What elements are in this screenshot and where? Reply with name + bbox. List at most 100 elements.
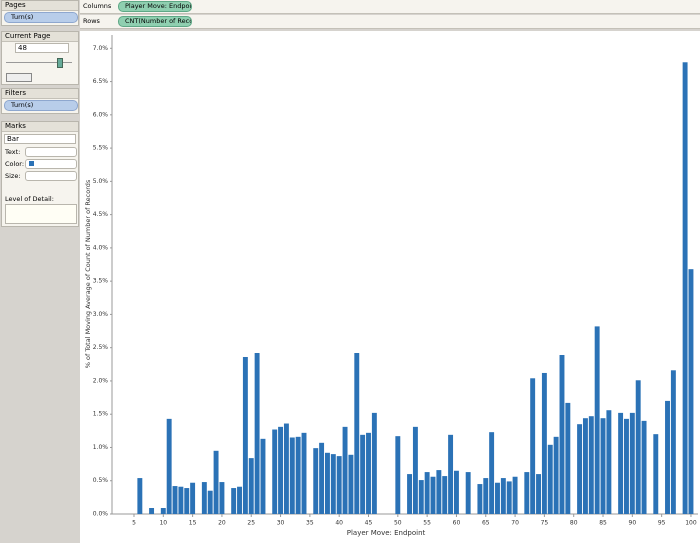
detail-box[interactable] [5,204,77,224]
y-tick-label: 3.0% [93,311,109,318]
text-box[interactable] [25,147,77,157]
bar [418,480,424,514]
bar [448,434,454,514]
slider-thumb[interactable] [57,58,63,68]
bar [301,432,307,514]
bar [166,418,172,514]
bar [688,269,694,514]
bar [330,454,336,514]
x-tick-label: 45 [365,520,373,527]
x-tick-label: 50 [394,520,402,527]
x-tick-label: 25 [247,520,255,527]
bar [137,478,143,514]
bar [207,490,213,514]
x-tick-label: 60 [453,520,461,527]
bar [495,482,500,514]
bar [254,353,260,514]
card-title: Current Page [2,32,78,42]
y-tick-label: 5.0% [93,178,109,185]
x-tick-label: 75 [541,520,549,527]
mark-label: Color: [5,160,25,168]
bar [313,448,319,514]
filter-pill[interactable]: Turn(s) [4,100,78,111]
bar [430,476,436,514]
marks-card: Marks Bar Text: Color: Size: Level of De… [1,121,79,227]
y-axis-title: % of Total Moving Average of Count of Nu… [84,179,92,368]
bar [325,452,330,514]
bar [483,478,489,514]
y-tick-label: 4.0% [93,244,109,251]
x-tick-label: 100 [685,520,697,527]
bar [559,354,565,514]
bar [442,476,448,514]
bar [178,486,184,514]
bar [149,508,155,514]
x-tick-label: 55 [423,520,431,527]
color-swatch [29,161,34,166]
bar [670,370,676,514]
size-box[interactable] [25,171,77,181]
bar [594,326,600,514]
y-tick-label: 6.0% [93,111,109,118]
page-slider [6,62,72,63]
mark-type[interactable]: Bar [4,134,76,144]
bar [553,436,559,514]
x-tick-label: 70 [511,520,519,527]
x-tick-label: 40 [335,520,343,527]
play-controls[interactable] [6,73,32,82]
pages-pill[interactable]: Turn(s) [4,12,78,23]
bar [665,400,670,514]
x-tick-label: 30 [277,520,285,527]
x-tick-label: 15 [189,520,197,527]
y-tick-label: 1.0% [93,444,109,451]
x-tick-label: 5 [132,520,136,527]
bar [565,402,571,514]
x-tick-label: 80 [570,520,578,527]
bar [618,412,624,514]
shelf-label: Rows [83,17,100,25]
bar [289,437,295,514]
bar [412,426,418,514]
pages-card: Pages Turn(s) [1,0,79,26]
bar [424,472,430,514]
current-page-card: Current Page 48 [1,31,79,85]
page-select[interactable]: 48 [15,43,69,53]
bar [635,380,641,514]
x-tick-label: 65 [482,520,490,527]
bar [588,416,594,514]
y-tick-label: 2.0% [93,377,109,384]
bar [453,470,459,514]
y-tick-label: 1.5% [93,411,109,418]
bar [512,476,518,514]
card-title: Marks [2,122,78,132]
bar [184,488,190,514]
y-tick-label: 0.5% [93,477,109,484]
y-tick-label: 2.5% [93,344,109,351]
bar [348,454,354,514]
bar [653,434,659,514]
bar [360,434,366,514]
bar [547,444,553,514]
chart: Player Move: Endpoint % of Total Moving … [80,31,700,543]
bar [278,426,284,514]
bar [624,418,629,514]
filters-card: Filters Turn(s) [1,88,79,114]
color-box[interactable] [25,159,77,169]
bar [237,486,242,514]
y-tick-label: 6.5% [93,78,109,85]
x-tick-label: 95 [658,520,666,527]
mark-label: Text: [5,148,21,156]
x-axis-title: Player Move: Endpoint [347,529,426,537]
bar [541,372,547,514]
mark-label: Size: [5,172,21,180]
bar [231,488,237,514]
y-tick-label: 7.0% [93,45,109,52]
rows-pill[interactable]: CNT(Number of Reco... [118,16,192,27]
columns-pill[interactable]: Player Move: Endpoi... [118,1,192,12]
bar [319,442,325,514]
bar [506,481,512,514]
bar [629,412,635,514]
bar [500,478,506,514]
rows-shelf: Rows CNT(Number of Reco... [80,15,700,29]
x-tick-label: 35 [306,520,314,527]
